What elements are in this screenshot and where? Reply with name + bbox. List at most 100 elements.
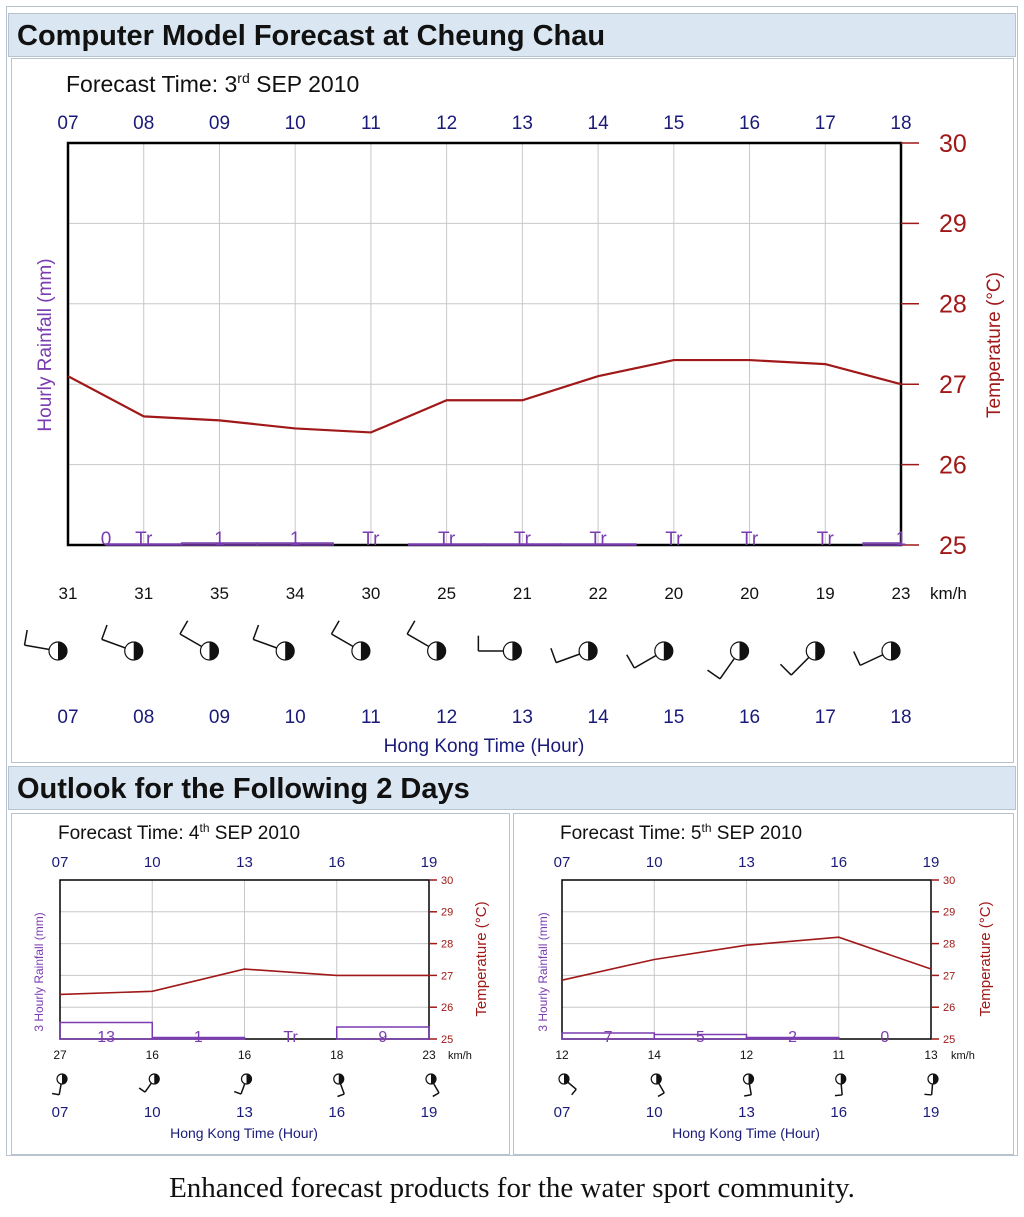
main-chart-panel: Forecast Time: 3rd SEP 2010 Hourly Rainf… — [11, 58, 1014, 763]
temp-tick-label: 26 — [943, 1002, 955, 1014]
wind-speed-label: 34 — [286, 584, 305, 603]
wind-speed-label: 35 — [210, 584, 229, 603]
hour-tick-top: 13 — [738, 854, 755, 871]
hour-tick-bottom: 18 — [890, 707, 911, 728]
hour-tick-bottom: 08 — [133, 707, 154, 728]
temp-tick-label: 28 — [943, 938, 955, 950]
wind-barb-flag — [234, 1090, 242, 1095]
hour-tick-bottom: 19 — [923, 1104, 940, 1121]
hour-tick-bottom: 10 — [144, 1104, 161, 1121]
temp-tick-label: 25 — [939, 532, 967, 560]
rainfall-bar — [559, 543, 637, 546]
temp-tick-label: 29 — [441, 907, 453, 919]
wind-speed-label: 22 — [589, 584, 608, 603]
temp-tick-label: 29 — [939, 210, 967, 238]
wind-speed-label: 30 — [361, 584, 380, 603]
wind-speed-label: 20 — [740, 584, 759, 603]
hour-tick-bottom: 07 — [52, 1104, 69, 1121]
wind-barb-flag — [779, 663, 792, 676]
sky-cover-fill — [436, 642, 446, 660]
wind-speed-label: 13 — [924, 1048, 938, 1062]
rainfall-label: 2 — [788, 1029, 797, 1046]
sky-cover-fill — [840, 1074, 846, 1084]
wind-barb-flag — [330, 620, 340, 635]
wind-speed-label: 20 — [664, 584, 683, 603]
sky-cover-fill — [62, 1074, 67, 1084]
hour-tick-top: 19 — [923, 854, 940, 871]
wind-speed-label: 19 — [816, 584, 835, 603]
rainfall-label: 0 — [101, 529, 112, 550]
rainfall-bar — [151, 1036, 246, 1040]
hour-tick-top: 15 — [663, 113, 684, 134]
hour-tick-bottom: 10 — [646, 1104, 663, 1121]
sky-cover-fill — [564, 1074, 569, 1084]
hour-tick-top: 10 — [646, 854, 663, 871]
hour-tick-top: 10 — [285, 113, 306, 134]
hour-tick-bottom: 13 — [236, 1104, 253, 1121]
rainfall-axis-label: 3 Hourly Rainfall (mm) — [32, 912, 46, 1031]
temperature-axis-label: Temperature (°C) — [977, 901, 994, 1016]
wind-barb-flag — [406, 620, 416, 635]
wind-speed-label: 21 — [513, 584, 532, 603]
temp-tick-label: 27 — [943, 970, 955, 982]
wind-speed-label: 11 — [833, 1048, 846, 1062]
x-axis-label: Hong Kong Time (Hour) — [170, 1125, 318, 1141]
temperature-axis-label: Temperature (°C) — [473, 901, 490, 1016]
hour-tick-top: 17 — [815, 113, 836, 134]
wind-speed-label: 16 — [238, 1048, 252, 1062]
hour-tick-top: 09 — [209, 113, 230, 134]
rainfall-label: 0 — [880, 1029, 889, 1046]
outlook-header: Outlook for the Following 2 Days — [8, 766, 1016, 810]
wind-barb-flag — [23, 629, 28, 646]
wind-barb-flag — [138, 1087, 146, 1093]
rainfall-label: 13 — [97, 1029, 115, 1046]
hour-tick-bottom: 09 — [209, 707, 230, 728]
sky-cover-fill — [663, 642, 673, 660]
temperature-line — [67, 358, 902, 434]
sky-cover-fill — [891, 642, 900, 660]
rainfall-label: Tr — [665, 529, 683, 550]
temperature-line — [561, 936, 932, 981]
hour-tick-bottom: 07 — [554, 1104, 571, 1121]
temp-tick-label: 28 — [939, 291, 967, 319]
plot-frame — [66, 141, 903, 547]
rainfall-bar — [59, 1021, 153, 1040]
rainfall-label: Tr — [741, 529, 759, 550]
hour-tick-top: 14 — [588, 113, 610, 134]
rainfall-label: 1 — [214, 529, 225, 550]
outlook-title: Outlook for the Following 2 Days — [17, 773, 470, 805]
rainfall-label: 9 — [378, 1029, 387, 1046]
hour-tick-bottom: 16 — [739, 707, 760, 728]
sky-cover-fill — [58, 642, 67, 660]
hour-tick-top: 19 — [421, 854, 438, 871]
temperature-line — [59, 968, 429, 996]
temp-tick-label: 25 — [441, 1034, 453, 1046]
wind-barb-flag — [707, 669, 721, 680]
hour-tick-top: 08 — [133, 113, 154, 134]
wind-speed-label: 12 — [740, 1048, 754, 1062]
outlook-chart-day2: Forecast Time: 5th SEP 2010 3 Hourly Rai… — [536, 821, 994, 1141]
hour-tick-bottom: 17 — [815, 707, 836, 728]
temp-tick-label: 27 — [939, 371, 967, 399]
wind-speed-label: 14 — [648, 1048, 662, 1062]
temp-tick-label: 30 — [939, 130, 967, 158]
rainfall-bar — [336, 1026, 430, 1040]
hour-tick-top: 10 — [144, 854, 161, 871]
sky-cover-fill — [656, 1074, 662, 1084]
temperature-axis-label: Temperature (°C) — [984, 272, 1005, 418]
wind-speed-label: 23 — [892, 584, 911, 603]
wind-speed-label: 16 — [146, 1048, 160, 1062]
wind-barb-flag — [853, 651, 861, 666]
wind-speed-label: 31 — [59, 584, 78, 603]
sky-cover-fill — [360, 642, 370, 660]
wind-barb-flag — [657, 1092, 665, 1098]
hour-tick-top: 18 — [890, 113, 911, 134]
hour-tick-bottom: 12 — [436, 707, 457, 728]
rainfall-label: 5 — [696, 1029, 705, 1046]
wind-speed-label: 27 — [53, 1048, 67, 1062]
wind-speed-label: 25 — [437, 584, 456, 603]
sky-cover-fill — [133, 642, 143, 660]
hour-tick-top: 07 — [554, 854, 571, 871]
rainfall-label: Tr — [283, 1029, 298, 1046]
outlook-forecast-time: Forecast Time: 4th SEP 2010 — [58, 821, 300, 844]
